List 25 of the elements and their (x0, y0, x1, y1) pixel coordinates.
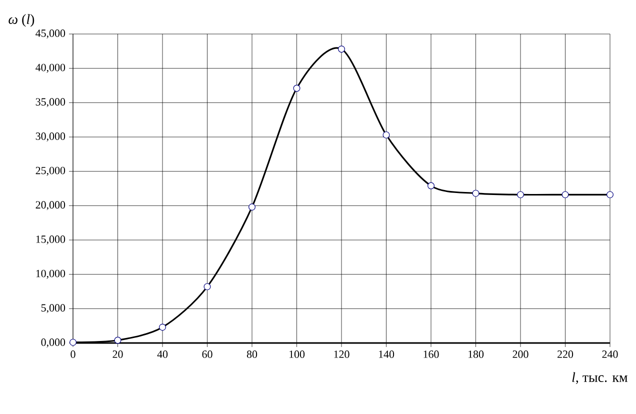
x-axis-title: l, тыс. км (572, 372, 628, 384)
y-tick-label: 45,000 (36, 30, 66, 38)
x-tick-label: 160 (424, 350, 439, 358)
x-tick-label: 200 (512, 350, 528, 358)
y-tick-label: 35,000 (36, 98, 66, 108)
x-tick-label: 240 (602, 350, 618, 358)
y-tick-label: 25,000 (36, 166, 66, 176)
y-tick-label: 20,000 (36, 201, 66, 210)
x-tick-label: 180 (468, 350, 484, 358)
x-tick-label: 120 (334, 350, 350, 358)
x-tick-label: 40 (157, 350, 168, 358)
y-tick-label: 40,000 (36, 64, 66, 73)
y-tick-label: 10,000 (36, 270, 66, 279)
x-tick-label: 60 (202, 350, 212, 358)
y-tick-label: 0,000 (41, 338, 66, 348)
x-tick-label: 80 (246, 350, 258, 358)
y-axis-title: ω (l) (8, 14, 34, 27)
y-tick-label: 5,000 (41, 304, 66, 314)
x-tick-label: 100 (290, 350, 305, 358)
y-tick-label: 15,000 (36, 236, 66, 244)
x-tick-label: 0 (70, 350, 76, 358)
x-tick-label: 140 (379, 350, 394, 358)
y-tick-label: 30,000 (36, 132, 66, 142)
x-tick-label: 20 (112, 350, 123, 358)
x-tick-label: 220 (558, 350, 574, 358)
